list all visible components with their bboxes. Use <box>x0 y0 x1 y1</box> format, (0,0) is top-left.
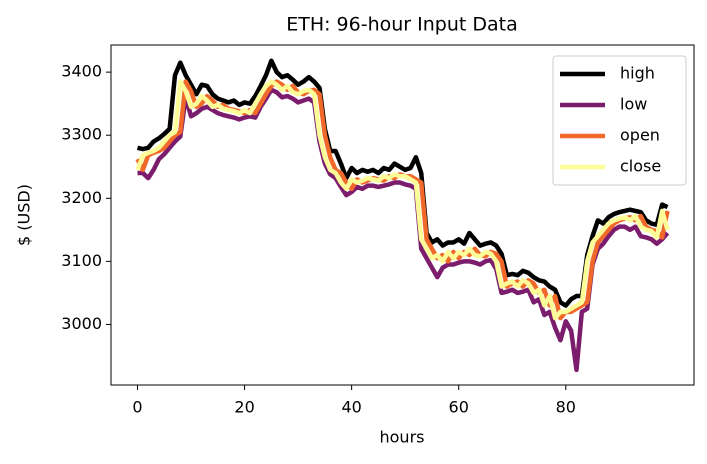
y-tick-label: 3100 <box>61 251 102 270</box>
y-axis-label: $ (USD) <box>15 184 34 246</box>
legend-label: close <box>620 157 661 176</box>
x-tick-label: 60 <box>449 398 469 417</box>
x-axis-label: hours <box>380 428 425 447</box>
plot-frame <box>110 44 695 386</box>
series-line <box>135 79 670 321</box>
x-tick-label: 40 <box>341 398 361 417</box>
legend-box <box>552 55 687 186</box>
x-tick-label: 20 <box>234 398 254 417</box>
plot-lines <box>135 58 670 373</box>
x-tick-label: 80 <box>556 398 576 417</box>
legend-label: low <box>620 95 647 114</box>
series-line <box>136 58 669 308</box>
legend-label: high <box>620 64 655 83</box>
y-tick-label: 3000 <box>61 314 102 333</box>
legend-label: open <box>620 126 660 145</box>
y-tick-label: 3400 <box>61 62 102 81</box>
x-tick-label: 0 <box>132 398 142 417</box>
y-tick-label: 3200 <box>61 188 102 207</box>
series-line <box>137 87 670 373</box>
y-tick-label: 3300 <box>61 125 102 144</box>
chart-title: ETH: 96-hour Input Data <box>286 14 518 36</box>
